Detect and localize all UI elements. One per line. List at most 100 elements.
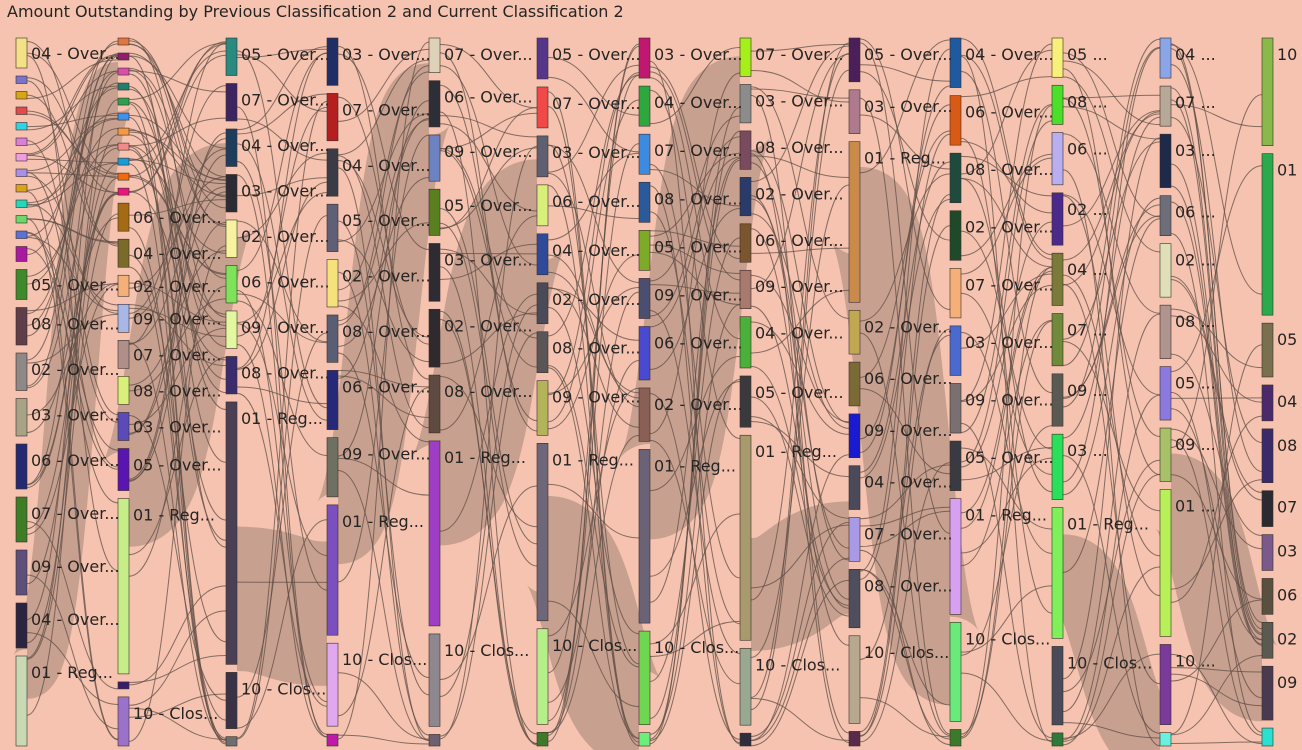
- sankey-link-1-8-0[interactable]: [128, 158, 227, 254]
- sankey-node-9-9[interactable]: [949, 622, 962, 722]
- sankey-link-2-4-0[interactable]: [236, 152, 328, 239]
- sankey-link-6-6-1[interactable]: [649, 207, 741, 371]
- sankey-link-10-5-1[interactable]: [1062, 340, 1161, 512]
- sankey-link-10-7-3[interactable]: [1062, 455, 1161, 734]
- sankey-link-10-10-1[interactable]: [1062, 474, 1161, 746]
- sankey-link-2-3-0[interactable]: [236, 174, 328, 735]
- sankey-link-7-6-1[interactable]: [750, 321, 850, 435]
- sankey-node-0-4[interactable]: [15, 122, 28, 131]
- sankey-node-9-10[interactable]: [949, 729, 962, 747]
- sankey-link-9-6-0[interactable]: [960, 422, 1053, 739]
- sankey-link-11-8-2[interactable]: [1170, 415, 1263, 603]
- sankey-link-5-9-3[interactable]: [547, 143, 640, 722]
- sankey-link-0-9-3[interactable]: [26, 112, 119, 208]
- sankey-link-1-3-1[interactable]: [128, 88, 227, 347]
- sankey-link-6-7-0[interactable]: [649, 393, 741, 740]
- sankey-node-11-10[interactable]: [1159, 732, 1172, 747]
- sankey-node-0-20[interactable]: [15, 602, 28, 649]
- sankey-node-3-8[interactable]: [326, 504, 339, 636]
- sankey-node-6-6[interactable]: [638, 326, 651, 381]
- sankey-link-3-8-0[interactable]: [315, 63, 452, 565]
- sankey-link-4-3-3[interactable]: [439, 147, 538, 229]
- sankey-node-6-0[interactable]: [638, 37, 651, 79]
- sankey-link-10-4-3[interactable]: [1062, 274, 1161, 557]
- sankey-node-8-7[interactable]: [848, 517, 861, 562]
- sankey-link-6-8-0[interactable]: [617, 56, 773, 540]
- sankey-node-0-5[interactable]: [15, 137, 28, 146]
- sankey-link-1-2-1[interactable]: [128, 67, 227, 226]
- sankey-node-9-4[interactable]: [949, 268, 962, 319]
- sankey-link-3-1-0[interactable]: [337, 48, 430, 122]
- sankey-link-9-2-1[interactable]: [960, 177, 1053, 493]
- sankey-link-1-11-1[interactable]: [128, 227, 227, 739]
- sankey-link-8-5-1[interactable]: [859, 104, 951, 440]
- sankey-link-10-9-3[interactable]: [1062, 459, 1161, 693]
- sankey-link-4-3-1[interactable]: [439, 107, 538, 230]
- sankey-node-10-9[interactable]: [1051, 646, 1064, 726]
- sankey-link-8-8-3[interactable]: [859, 568, 951, 740]
- sankey-node-7-9[interactable]: [739, 647, 752, 726]
- sankey-node-11-8[interactable]: [1159, 489, 1172, 637]
- sankey-node-12-5[interactable]: [1261, 490, 1274, 527]
- sankey-link-5-10-1[interactable]: [547, 291, 640, 734]
- sankey-link-6-10-3[interactable]: [649, 378, 741, 742]
- sankey-link-5-7-2[interactable]: [547, 99, 640, 423]
- sankey-link-4-3-2[interactable]: [439, 208, 538, 545]
- sankey-link-9-0-0[interactable]: [960, 70, 1053, 394]
- sankey-link-0-11-1[interactable]: [26, 87, 119, 237]
- sankey-node-2-3[interactable]: [225, 174, 238, 213]
- sankey-link-0-15-3[interactable]: [26, 54, 119, 361]
- sankey-link-11-7-3[interactable]: [1170, 439, 1263, 736]
- sankey-link-1-6-3[interactable]: [128, 128, 227, 327]
- sankey-link-4-6-1[interactable]: [439, 215, 538, 431]
- sankey-link-3-0-0[interactable]: [337, 53, 430, 251]
- sankey-link-8-7-2[interactable]: [859, 506, 951, 527]
- sankey-node-11-1[interactable]: [1159, 85, 1172, 127]
- sankey-node-2-5[interactable]: [225, 265, 238, 304]
- sankey-link-8-0-0[interactable]: [859, 42, 951, 534]
- sankey-link-9-3-0[interactable]: [960, 153, 1053, 257]
- sankey-link-11-4-0[interactable]: [1170, 275, 1263, 493]
- sankey-node-7-0[interactable]: [739, 37, 752, 77]
- sankey-node-2-10[interactable]: [225, 736, 238, 747]
- sankey-link-6-2-0[interactable]: [649, 163, 741, 579]
- sankey-node-7-8[interactable]: [739, 434, 752, 641]
- sankey-link-8-0-3[interactable]: [859, 71, 951, 241]
- sankey-link-7-4-1[interactable]: [750, 247, 850, 254]
- sankey-link-9-4-1[interactable]: [960, 292, 1053, 476]
- sankey-node-2-8[interactable]: [225, 401, 238, 665]
- sankey-link-0-9-0[interactable]: [26, 203, 119, 306]
- sankey-node-1-20[interactable]: [117, 681, 130, 690]
- sankey-link-4-7-0[interactable]: [409, 159, 568, 546]
- sankey-link-4-7-1[interactable]: [439, 293, 538, 532]
- sankey-link-9-2-0[interactable]: [960, 49, 1053, 175]
- sankey-link-0-21-3[interactable]: [26, 99, 119, 716]
- sankey-link-5-5-2[interactable]: [547, 287, 640, 428]
- sankey-link-4-2-2[interactable]: [439, 112, 538, 150]
- sankey-node-9-6[interactable]: [949, 383, 962, 434]
- sankey-link-0-18-0[interactable]: [26, 193, 119, 530]
- sankey-link-11-6-1[interactable]: [1170, 408, 1263, 641]
- sankey-link-10-6-0[interactable]: [1062, 215, 1161, 398]
- sankey-link-2-6-2[interactable]: [236, 323, 328, 556]
- sankey-link-3-3-2[interactable]: [337, 239, 430, 363]
- sankey-link-9-10-2[interactable]: [960, 320, 1053, 735]
- sankey-link-10-0-2[interactable]: [1062, 68, 1161, 476]
- sankey-node-8-9[interactable]: [848, 635, 861, 724]
- sankey-node-11-3[interactable]: [1159, 195, 1172, 237]
- sankey-link-11-9-2[interactable]: [1170, 667, 1263, 673]
- sankey-link-8-2-0[interactable]: [829, 166, 981, 705]
- sankey-link-1-14-0[interactable]: [128, 307, 227, 338]
- sankey-link-10-0-1[interactable]: [1062, 76, 1161, 253]
- sankey-link-11-3-0[interactable]: [1170, 232, 1263, 733]
- sankey-link-1-19-2[interactable]: [128, 285, 227, 577]
- sankey-link-10-4-0[interactable]: [1062, 111, 1161, 286]
- sankey-node-6-1[interactable]: [638, 85, 651, 127]
- sankey-link-3-4-3[interactable]: [337, 271, 430, 736]
- sankey-link-0-17-0[interactable]: [26, 72, 119, 485]
- sankey-node-4-0[interactable]: [428, 37, 441, 73]
- sankey-link-2-0-0[interactable]: [236, 50, 328, 409]
- sankey-link-3-7-2[interactable]: [337, 457, 430, 496]
- sankey-link-9-6-3[interactable]: [960, 43, 1053, 402]
- sankey-link-5-3-1[interactable]: [547, 184, 640, 739]
